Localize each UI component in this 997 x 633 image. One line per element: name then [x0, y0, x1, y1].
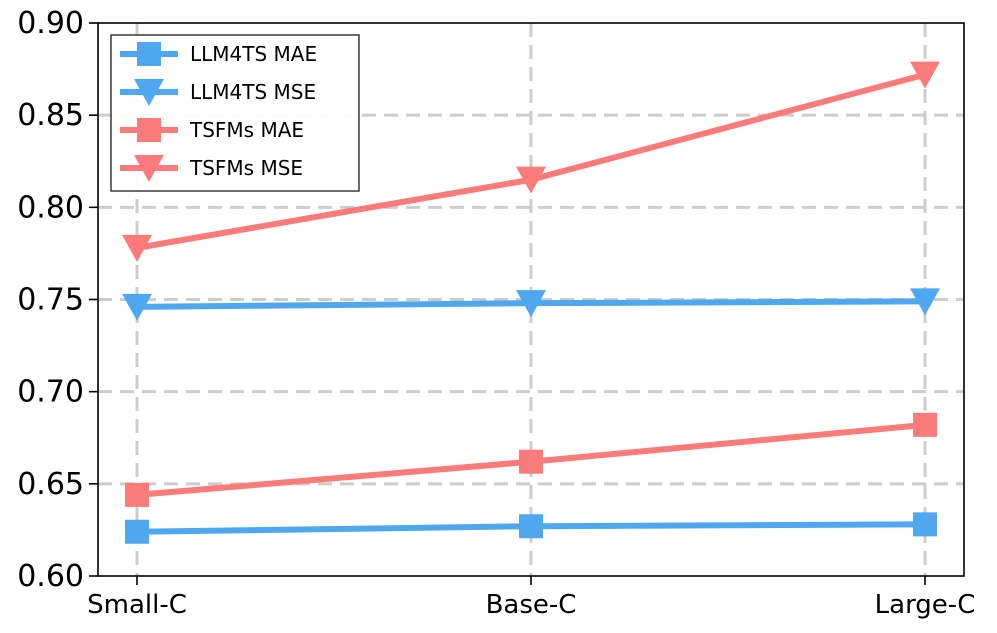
legend-label: TSFMs MAE [189, 118, 304, 142]
y-tick-label: 0.75 [17, 283, 84, 318]
series-tsfms-mae [125, 412, 937, 507]
data-point [125, 482, 149, 507]
y-tick-label: 0.85 [17, 98, 84, 133]
series-llm4ts-mae [125, 512, 937, 544]
y-tick-label: 0.80 [17, 190, 84, 225]
legend-marker [137, 118, 161, 142]
data-point [122, 293, 152, 321]
legend-label: TSFMs MSE [189, 156, 303, 180]
legend-marker [134, 155, 164, 182]
legend-marker [137, 42, 161, 66]
y-tick-label: 0.90 [17, 6, 84, 41]
y-tick-label: 0.70 [17, 375, 84, 410]
data-point [913, 512, 937, 537]
data-point [910, 288, 940, 316]
axis-layer: 0.60 0.65 0.70 0.75 0.80 0.85 0.90 Small-C Base-… [17, 6, 975, 620]
data-point [913, 412, 937, 437]
data-point [516, 166, 546, 194]
series-layer [122, 61, 940, 544]
series-llm4ts-mse [122, 288, 940, 321]
series-tsfms-mse [122, 61, 940, 262]
data-point [910, 61, 940, 89]
y-tick-label: 0.65 [17, 467, 84, 502]
x-tick-label: Small-C [87, 590, 187, 620]
x-tick-label: Large-C [875, 590, 976, 620]
data-point [519, 514, 543, 539]
legend-marker [134, 79, 164, 106]
x-tick-label: Base-C [486, 590, 577, 620]
legend-label: LLM4TS MAE [190, 42, 317, 66]
y-tick-label: 0.60 [17, 559, 84, 594]
data-point [516, 290, 546, 318]
data-point [125, 519, 149, 544]
legend: LLM4TS MAE LLM4TS MSE TSFMs MAE TSFMs MSE [110, 34, 360, 192]
data-point [122, 234, 152, 262]
legend-label: LLM4TS MSE [190, 80, 316, 104]
data-point [519, 449, 543, 474]
